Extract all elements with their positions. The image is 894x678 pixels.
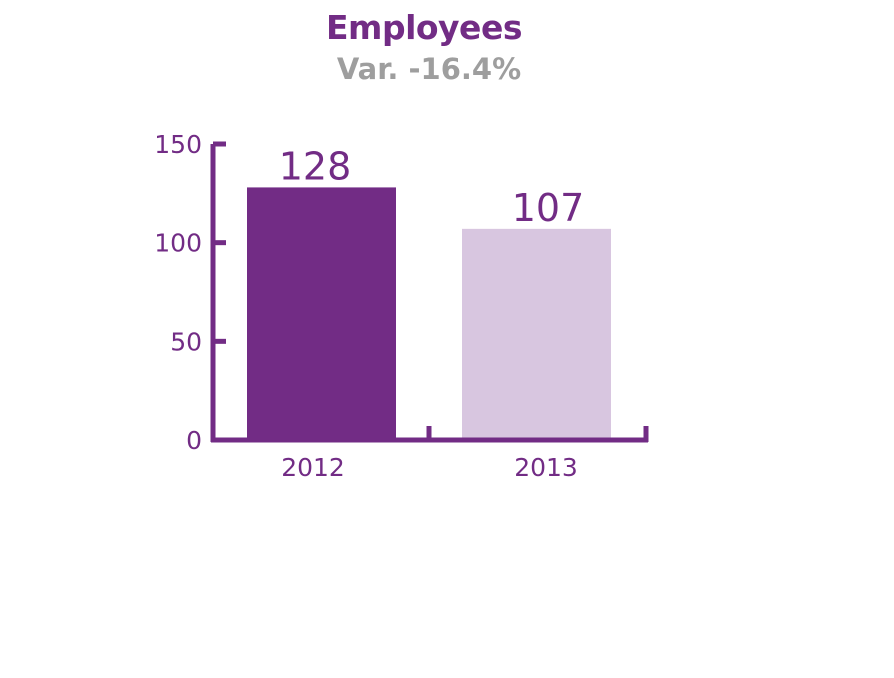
y-tick-label-150: 150 <box>154 130 202 159</box>
chart-subtitle: Var. -16.4% <box>336 52 522 86</box>
y-tick-label-100: 100 <box>154 229 202 258</box>
bar-2013 <box>462 228 611 440</box>
bar-2012 <box>247 187 396 440</box>
chart-title: Employees <box>326 8 522 47</box>
x-tick-label-2013: 2013 <box>514 453 578 482</box>
data-label-2013: 107 <box>512 186 585 230</box>
y-tick-label-0: 0 <box>186 426 202 455</box>
x-tick-label-2012: 2012 <box>281 453 345 482</box>
data-label-2012: 128 <box>279 144 352 188</box>
y-tick-label-50: 50 <box>170 327 202 356</box>
